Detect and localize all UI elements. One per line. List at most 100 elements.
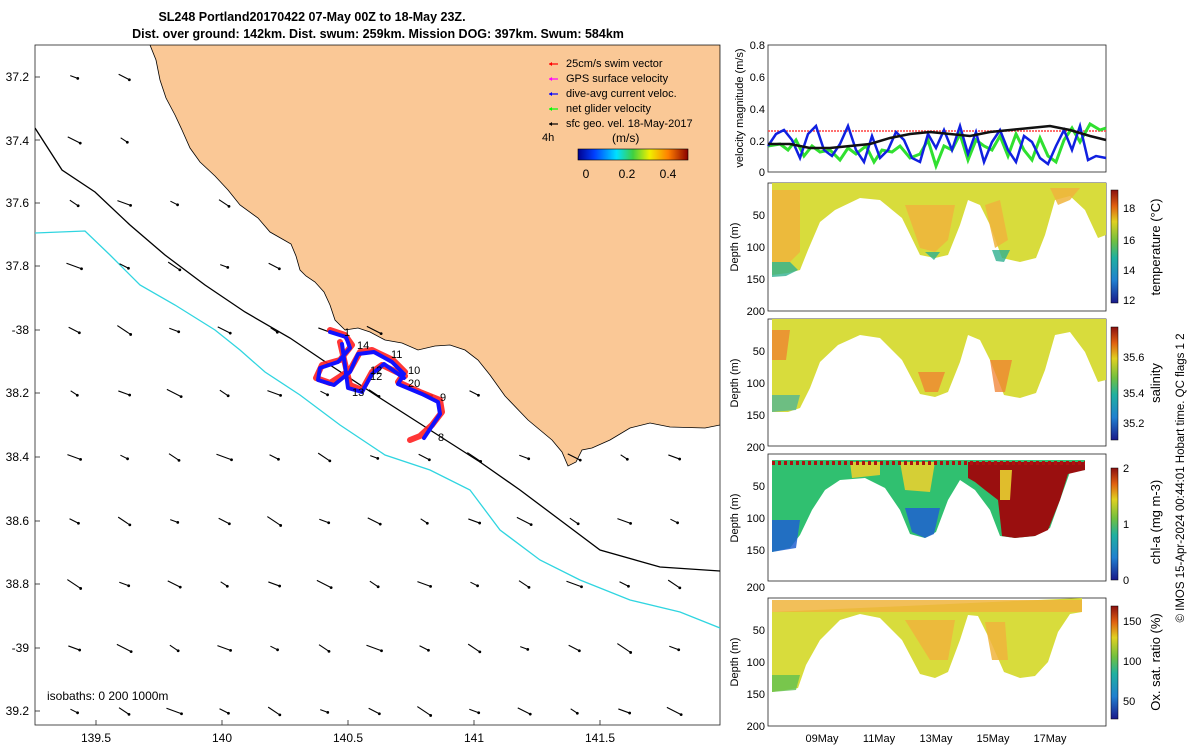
lon-tick: 140 <box>212 731 232 745</box>
velocity-arrow <box>166 707 182 715</box>
waypoint-label: 1 <box>344 327 350 339</box>
velocity-ytick: 0.8 <box>750 40 765 52</box>
lon-tick: 141.5 <box>585 731 615 745</box>
depth-tick: 200 <box>747 306 765 318</box>
velocity-arrow-head <box>128 393 132 397</box>
velocity-arrow <box>667 579 681 589</box>
temperature-cb-tick: 18 <box>1123 203 1135 215</box>
velocity-arrow-head <box>427 458 431 462</box>
lat-tick: 37.6 <box>6 196 30 210</box>
map-legend: 25cm/s swim vector GPS surface velocity … <box>542 58 693 181</box>
dive-avg-current-line <box>766 121 1107 166</box>
isobath-1000m <box>35 230 720 629</box>
velocity-arrow-head <box>478 521 482 525</box>
depth-tick: 150 <box>747 545 765 557</box>
depth-tick: 200 <box>747 582 765 594</box>
velocity-arrow-head <box>76 204 80 208</box>
velocity-arrow-head <box>528 712 532 716</box>
velocity-arrow <box>666 706 682 716</box>
velocity-arrow <box>669 645 679 651</box>
depth-axes: Depth (m) Depth (m) Depth (m) Depth (m) … <box>729 210 765 733</box>
velocity-arrow-head <box>129 204 132 207</box>
velocity-arrow <box>166 388 182 398</box>
legend-label: GPS surface velocity <box>566 73 669 85</box>
velocity-arrow-head <box>377 712 381 716</box>
legend-item-gps-velocity: GPS surface velocity <box>549 73 669 85</box>
velocity-arrow <box>117 200 131 206</box>
depth-tick: 150 <box>747 410 765 422</box>
velocity-arrow <box>317 452 331 462</box>
velocity-arrow-head <box>230 458 233 462</box>
velocity-panel-frame <box>767 44 1107 173</box>
velocity-arrow-head <box>327 649 331 653</box>
velocity-arrow-head <box>580 585 583 589</box>
velocity-arrow <box>566 580 582 588</box>
velocity-arrow-head <box>226 265 230 269</box>
velocity-arrow <box>68 645 80 651</box>
chla-cb-label: chl-a (mg m-3) <box>1148 480 1163 565</box>
colorbar-tick: 0.4 <box>660 167 677 181</box>
surface-velocity-arrow-field <box>66 73 683 717</box>
depth-tick: 100 <box>747 657 765 669</box>
velocity-arrow-head <box>425 521 429 525</box>
depth-tick: 50 <box>753 346 765 358</box>
velocity-ytick: 0 <box>759 167 765 179</box>
velocity-arrow <box>267 390 281 396</box>
velocity-arrow-head <box>129 650 133 654</box>
sfc-geo-velocity-line <box>768 124 1107 150</box>
velocity-arrow <box>467 452 481 462</box>
velocity-arrow-head <box>126 457 129 461</box>
legend-item-dive-avg-current: dive-avg current veloc. <box>549 88 677 100</box>
velocity-arrow <box>67 136 81 144</box>
velocity-arrow-head <box>129 333 133 336</box>
land-mass <box>149 45 720 467</box>
velocity-arrow-head <box>176 203 179 207</box>
velocity-arrow-head <box>527 457 531 461</box>
velocity-arrow-head <box>376 456 380 460</box>
velocity-arrow <box>668 454 680 460</box>
velocity-arrow <box>417 706 431 716</box>
time-tick: 11May <box>863 733 896 745</box>
depth-ylabel: Depth (m) <box>729 359 741 408</box>
credit-text: © IMOS 15-Apr-2024 00:44:01 Hobart time.… <box>1175 333 1187 622</box>
velocity-arrow-head <box>278 584 282 588</box>
velocity-arrow-head <box>477 711 481 715</box>
chla-low-regions <box>772 508 940 552</box>
legend-item-sfc-geo-vel: sfc geo. vel. 18-May-2017 <box>549 118 693 130</box>
velocity-arrow <box>469 708 479 714</box>
velocity-arrow-head <box>477 393 480 397</box>
oxygen-cb-tick: 150 <box>1123 616 1141 628</box>
velocity-arrow <box>617 518 631 524</box>
velocity-arrow <box>619 581 629 587</box>
velocity-arrow-head <box>629 651 633 654</box>
oxygen-high-core <box>772 600 1082 660</box>
velocity-arrow <box>218 199 230 207</box>
velocity-arrow-head <box>225 584 229 588</box>
lat-tick-marks <box>35 76 601 725</box>
velocity-arrow-head <box>329 586 333 590</box>
glider-track <box>313 327 445 443</box>
velocity-arrow <box>217 645 231 651</box>
velocity-arrow <box>69 518 79 524</box>
velocity-arrow <box>468 518 480 524</box>
velocity-arrow <box>366 325 382 335</box>
velocity-arrow-head <box>576 522 580 526</box>
profile-colorbars: 12 14 16 18 temperature (°C) 35.2 35.4 3… <box>1110 189 1163 720</box>
velocity-arrow-head <box>476 584 479 588</box>
velocity-arrow <box>618 708 630 714</box>
oxygen-cb-tick: 100 <box>1123 656 1141 668</box>
velocity-arrow-head <box>380 649 383 653</box>
lon-tick: 141 <box>464 731 484 745</box>
velocity-arrow <box>219 389 229 397</box>
temperature-colorbar <box>1110 189 1119 304</box>
salinity-cb-label: salinity <box>1148 363 1163 403</box>
colorbar-units-label: (m/s) <box>612 131 639 145</box>
velocity-arrow <box>216 453 232 461</box>
velocity-arrow-head <box>276 648 279 652</box>
legend-label: sfc geo. vel. 18-May-2017 <box>566 118 693 130</box>
velocity-arrow-head <box>178 585 182 589</box>
velocity-arrow-head <box>227 711 230 715</box>
velocity-arrow-head <box>278 713 282 717</box>
temperature-profile-panel <box>767 182 1107 312</box>
title-line-1: SL248 Portland20170422 07-May 00Z to 18-… <box>158 10 465 24</box>
